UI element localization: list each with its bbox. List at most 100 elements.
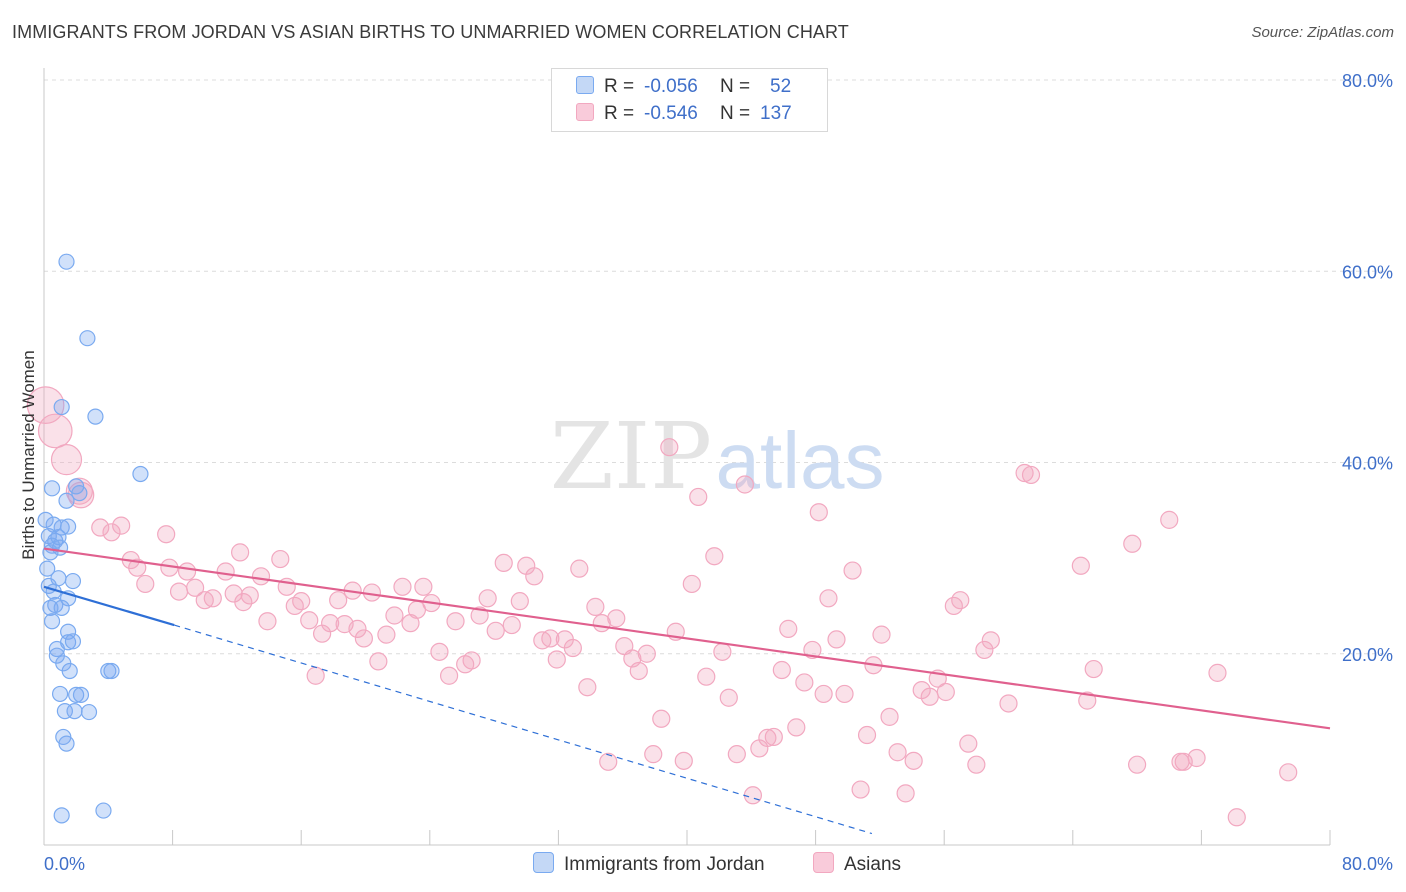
asians-point xyxy=(727,745,746,764)
jordan-point xyxy=(53,807,70,824)
asians-point xyxy=(570,559,589,578)
x-tick-label-max: 80.0% xyxy=(1342,854,1393,874)
asians-point xyxy=(494,553,513,573)
jordan-point xyxy=(53,398,70,416)
legend-r-value: -0.546 xyxy=(644,103,698,124)
asians-point xyxy=(234,593,253,612)
jordan-point xyxy=(95,802,112,819)
asians-point xyxy=(735,475,754,494)
jordan-point xyxy=(60,518,77,535)
asians-point xyxy=(772,660,791,680)
asians-point xyxy=(719,688,738,707)
legend-r-label: R = xyxy=(604,103,635,124)
asians-point xyxy=(713,642,732,661)
asians-point xyxy=(981,631,1000,650)
jordan-point xyxy=(43,480,61,497)
jordan-points xyxy=(37,253,149,824)
asians-point xyxy=(91,518,110,537)
y-tick-label: 20.0% xyxy=(1342,645,1393,665)
asians-point xyxy=(251,567,271,586)
asians-point xyxy=(674,751,693,770)
legend-row-jordan: R = -0.056 N = 52 xyxy=(576,76,791,98)
asians-point xyxy=(578,678,597,697)
jordan-swatch xyxy=(576,76,594,94)
asians-point xyxy=(1208,663,1227,682)
asians-point xyxy=(843,561,862,580)
x-tick-label-min: 0.0% xyxy=(44,854,85,874)
asians-point xyxy=(629,661,648,681)
asians-point xyxy=(586,597,605,616)
asians-point xyxy=(329,591,348,610)
asians-point xyxy=(240,586,259,605)
asians-point xyxy=(186,578,205,597)
asians-point xyxy=(599,752,618,771)
asians-point xyxy=(216,562,235,581)
watermark-zip: ZIP xyxy=(550,403,712,510)
legend-r-value: -0.056 xyxy=(644,76,698,97)
asians-point xyxy=(637,644,656,663)
asians-point xyxy=(1160,510,1179,529)
jordan-point xyxy=(87,408,104,425)
asians-point xyxy=(271,549,290,569)
asians-point xyxy=(787,718,806,737)
asians-point xyxy=(803,640,822,660)
bottom-legend-asians-label: Asians xyxy=(844,854,902,875)
jordan-trend-extension xyxy=(174,624,873,835)
jordan-point xyxy=(37,511,54,528)
asians-point xyxy=(439,666,459,685)
legend-n-label: N = xyxy=(720,103,751,124)
source-credit: Source: ZipAtlas.com xyxy=(1251,24,1394,41)
asians-point xyxy=(306,666,325,685)
asians-point xyxy=(348,619,367,638)
asians-point xyxy=(547,650,566,669)
asians-point xyxy=(1127,755,1147,774)
asians-point xyxy=(385,606,404,625)
asians-point xyxy=(300,611,319,630)
jordan-point xyxy=(64,633,82,650)
legend-r-label: R = xyxy=(604,76,635,97)
asians-point xyxy=(1015,463,1034,483)
jordan-point xyxy=(68,686,85,703)
asians-point xyxy=(951,591,970,610)
asians-point xyxy=(470,606,489,625)
asians-point xyxy=(1071,556,1090,575)
asians-point xyxy=(743,786,763,805)
asians-point xyxy=(1021,465,1041,485)
asians-point xyxy=(541,629,560,648)
asians-point xyxy=(857,725,877,745)
bottom-legend-jordan: Immigrants from Jordan xyxy=(533,852,765,876)
asians-point xyxy=(50,444,83,476)
y-tick-label: 80.0% xyxy=(1342,71,1393,91)
asians-point xyxy=(827,630,846,649)
asians-point xyxy=(814,684,833,704)
asians-point xyxy=(1078,691,1097,710)
chart-title: IMMIGRANTS FROM JORDAN VS ASIAN BIRTHS T… xyxy=(12,22,849,42)
asians-point xyxy=(502,615,521,635)
asians-point xyxy=(975,640,994,660)
asians-point xyxy=(377,625,396,644)
asians-point xyxy=(682,574,701,594)
correlation-legend: R = -0.056 N = 52 R = -0.546 N = 137 xyxy=(551,68,828,132)
asians-point xyxy=(920,687,939,706)
jordan-point xyxy=(71,485,88,502)
asians-point xyxy=(128,558,147,577)
asians-point xyxy=(1123,534,1142,553)
asians-point xyxy=(462,651,481,670)
asians-point xyxy=(705,547,724,566)
asians-point xyxy=(102,523,121,542)
asians-swatch xyxy=(576,103,594,121)
jordan-point xyxy=(53,519,70,536)
asians-point xyxy=(872,625,891,644)
jordan-point xyxy=(42,544,59,561)
asians-point xyxy=(896,784,915,803)
jordan-trend-line xyxy=(43,585,175,627)
asians-point xyxy=(936,682,955,702)
asians-point xyxy=(779,619,798,638)
asians-point xyxy=(697,667,716,686)
jordan-point xyxy=(58,492,75,509)
asians-point xyxy=(292,592,311,611)
asians-point xyxy=(689,487,708,507)
watermark-atlas: atlas xyxy=(716,416,885,505)
asians-point xyxy=(203,589,222,608)
